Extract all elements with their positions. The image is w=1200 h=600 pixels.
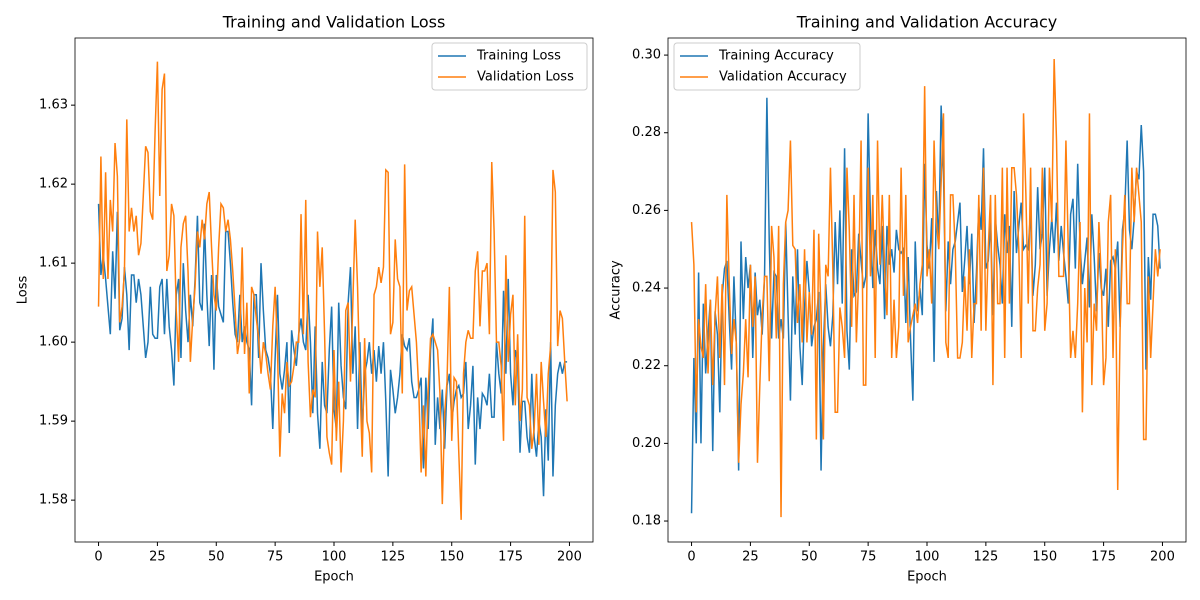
y-tick-label: 1.60 xyxy=(39,335,68,350)
x-tick-label: 100 xyxy=(915,550,940,565)
x-tick-label: 25 xyxy=(742,550,759,565)
legend-label: Training Accuracy xyxy=(718,49,834,64)
y-tick-label: 1.59 xyxy=(39,414,68,429)
series-line xyxy=(690,58,1161,518)
y-tick-label: 0.24 xyxy=(632,281,661,296)
x-tick-label: 150 xyxy=(1032,550,1057,565)
series-line xyxy=(97,203,568,497)
y-axis-label: Accuracy xyxy=(609,260,624,320)
legend-box xyxy=(431,42,588,91)
legend-box xyxy=(673,42,861,91)
x-tick-label: 125 xyxy=(973,550,998,565)
x-tick-label: 100 xyxy=(322,550,347,565)
x-tick-label: 0 xyxy=(687,550,695,565)
y-tick-label: 0.30 xyxy=(632,48,661,63)
x-tick-label: 50 xyxy=(801,550,818,565)
y-tick-label: 0.18 xyxy=(632,514,661,529)
x-tick-label: 75 xyxy=(267,550,284,565)
x-tick-label: 50 xyxy=(208,550,225,565)
legend: Training Accuracy Validation Accuracy xyxy=(673,42,861,91)
axes-frame xyxy=(667,37,1187,543)
x-axis-label: Epoch xyxy=(314,570,354,585)
legend: Training Loss Validation Loss xyxy=(431,42,588,91)
series-line xyxy=(97,61,568,520)
x-tick-label: 200 xyxy=(557,550,582,565)
chart-title: Training and Validation Loss xyxy=(222,13,446,32)
y-tick-label: 1.61 xyxy=(39,256,68,271)
x-tick-label: 175 xyxy=(1091,550,1116,565)
axes-frame xyxy=(74,37,594,543)
x-tick-label: 125 xyxy=(380,550,405,565)
subplot: Training and Validation Loss Epoch Loss 0 25… xyxy=(16,13,594,585)
x-tick-label: 200 xyxy=(1150,550,1175,565)
x-axis-label: Epoch xyxy=(907,570,947,585)
y-tick-label: 1.58 xyxy=(39,493,68,508)
legend-label: Validation Loss xyxy=(477,70,574,85)
subplot: Training and Validation Accuracy Epoch Acc… xyxy=(609,13,1187,585)
y-tick-label: 1.62 xyxy=(39,177,68,192)
chart-title: Training and Validation Accuracy xyxy=(796,13,1058,32)
x-tick-label: 175 xyxy=(498,550,523,565)
y-tick-label: 0.20 xyxy=(632,436,661,451)
y-tick-label: 1.63 xyxy=(39,98,68,113)
legend-label: Training Loss xyxy=(476,49,561,64)
x-tick-label: 75 xyxy=(860,550,877,565)
x-tick-label: 150 xyxy=(439,550,464,565)
y-tick-label: 0.26 xyxy=(632,203,661,218)
y-tick-label: 0.22 xyxy=(632,358,661,373)
x-tick-label: 0 xyxy=(94,550,102,565)
x-tick-label: 25 xyxy=(149,550,166,565)
y-axis-label: Loss xyxy=(16,276,31,305)
y-tick-label: 0.28 xyxy=(632,125,661,140)
legend-label: Validation Accuracy xyxy=(719,70,847,85)
